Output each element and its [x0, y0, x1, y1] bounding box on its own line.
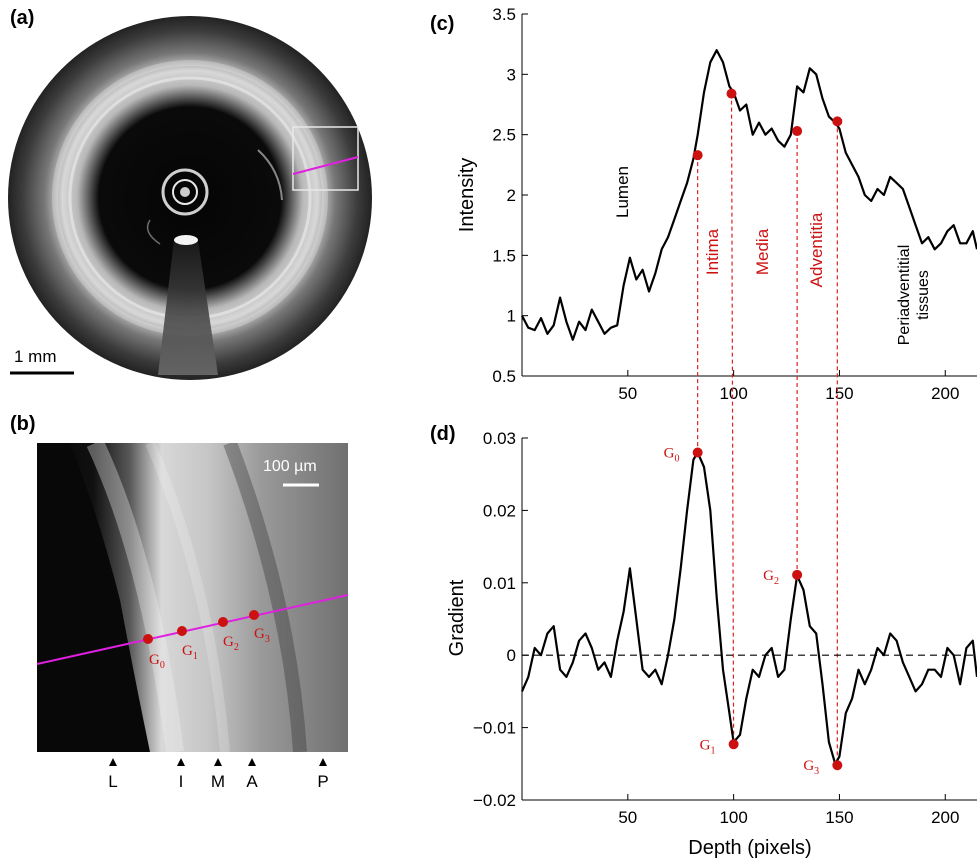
chart-c-marker [726, 88, 737, 99]
panel-c-label: (c) [430, 13, 454, 35]
chart-d-x-tick-label: 200 [931, 808, 959, 827]
chart-c-guides [697, 93, 838, 766]
panel-d: (d) Gradient Depth (pixels) −0.02 −0.01 0 0… [430, 423, 977, 859]
arrow-p [319, 758, 327, 766]
layer-arrows: L I M A P [108, 758, 329, 791]
chart-d-xlabel: Depth (pixels) [688, 837, 811, 859]
arrow-l [109, 758, 117, 766]
arrow-m [214, 758, 222, 766]
chart-c-y-tick-label: 1.5 [492, 246, 516, 265]
chart-c-y-tick-label: 2 [507, 186, 516, 205]
point-g2 [218, 617, 228, 627]
region-label-media: Media [753, 228, 772, 275]
chart-d-marker-label: G1 [700, 737, 716, 756]
chart-d-y-ticks: −0.02 −0.01 0 0.01 0.02 0.03 [473, 429, 528, 810]
chart-d-x-tick-label: 50 [618, 808, 637, 827]
chart-c-marker [832, 116, 843, 127]
chart-d-y-tick-label: 0.01 [483, 574, 516, 593]
chart-d-marker-label: G0 [664, 445, 680, 464]
point-g3 [249, 610, 259, 620]
layer-guide-line [730, 93, 735, 745]
arrow-l-label: L [108, 772, 117, 791]
chart-d-y-tick-label: 0 [507, 646, 516, 665]
scale-bar-b-label: 100 µm [263, 458, 317, 475]
chart-d-x-tick-label: 150 [825, 808, 853, 827]
point-g1-label: G1 [182, 643, 198, 662]
arrow-i-label: I [179, 772, 184, 791]
chart-d-marker-label: G2 [763, 568, 779, 587]
panel-b-label: (b) [10, 413, 36, 435]
chart-c-x-tick-label: 50 [618, 384, 637, 403]
region-label-lumen: Lumen [613, 166, 632, 218]
arrow-a-label: A [246, 772, 258, 791]
chart-d-marker-label: G3 [803, 758, 819, 777]
chart-d-series-line [520, 451, 977, 765]
arrow-i [177, 758, 185, 766]
oct-zoom-image [37, 443, 348, 752]
arrow-a [248, 758, 256, 766]
chart-c-series-line [521, 49, 977, 341]
panel-a-label: (a) [10, 7, 34, 29]
chart-d-marker [832, 760, 843, 771]
point-g0 [143, 634, 153, 644]
point-g1 [177, 626, 187, 636]
chart-d-y-tick-label: 0.02 [483, 501, 516, 520]
chart-c-ylabel: Intensity [456, 158, 478, 232]
chart-c-marker [792, 126, 803, 137]
chart-d-x-tick-label: 100 [719, 808, 747, 827]
region-label-adventitia: Adventitia [807, 212, 826, 287]
panel-c: (c) Intensity 0.5 1 1.5 2 2.5 3 3.5 50 100 150 20… [430, 5, 977, 766]
chart-d-markers: G0 G1 G2 G3 [664, 445, 843, 777]
panel-a: (a) 1 mm [8, 7, 372, 380]
chart-c-y-tick-label: 3.5 [492, 5, 516, 24]
profile-line-a [292, 156, 359, 175]
region-label-intima: Intima [703, 228, 722, 275]
chart-d-y-tick-label: 0.03 [483, 429, 516, 448]
chart-c-y-ticks: 0.5 1 1.5 2 2.5 3 3.5 [492, 5, 528, 386]
chart-c-y-tick-label: 3 [507, 65, 516, 84]
panel-d-label: (d) [430, 423, 456, 445]
chart-d-marker [692, 447, 703, 458]
chart-c-y-tick-label: 0.5 [492, 367, 516, 386]
roi-box [292, 126, 359, 191]
point-g2-label: G2 [223, 634, 239, 653]
chart-c-x-ticks: 50 100 150 200 [618, 370, 959, 403]
chart-d-x-ticks: 50 100 150 200 [618, 794, 959, 827]
arrow-m-label: M [211, 772, 225, 791]
chart-c-marker [692, 150, 703, 161]
oct-cross-section-image [8, 16, 372, 380]
chart-d-marker [728, 739, 739, 750]
point-g3-label: G3 [254, 626, 270, 645]
chart-c-x-tick-label: 150 [825, 384, 853, 403]
region-label-tissues: tissues [915, 270, 932, 320]
chart-c-y-tick-label: 1 [507, 307, 516, 326]
chart-d-y-tick-label: −0.02 [473, 791, 516, 810]
arrow-p-label: P [317, 772, 328, 791]
profile-line-b [37, 594, 348, 665]
chart-d-marker [792, 569, 803, 580]
chart-c-x-tick-label: 200 [931, 384, 959, 403]
scale-bar-a-label: 1 mm [14, 347, 57, 366]
point-g0-label: G0 [149, 652, 165, 671]
chart-c-y-tick-label: 2.5 [492, 126, 516, 145]
panel-b: (b) G0 G1 G2 G3 100 µm L I M A [10, 413, 348, 791]
region-label-periadventitial: Periadventitial [896, 245, 913, 346]
chart-d-y-tick-label: −0.01 [473, 719, 516, 738]
chart-c-markers [692, 88, 843, 161]
chart-c-x-tick-label: 100 [719, 384, 747, 403]
chart-d-ylabel: Gradient [446, 579, 468, 656]
